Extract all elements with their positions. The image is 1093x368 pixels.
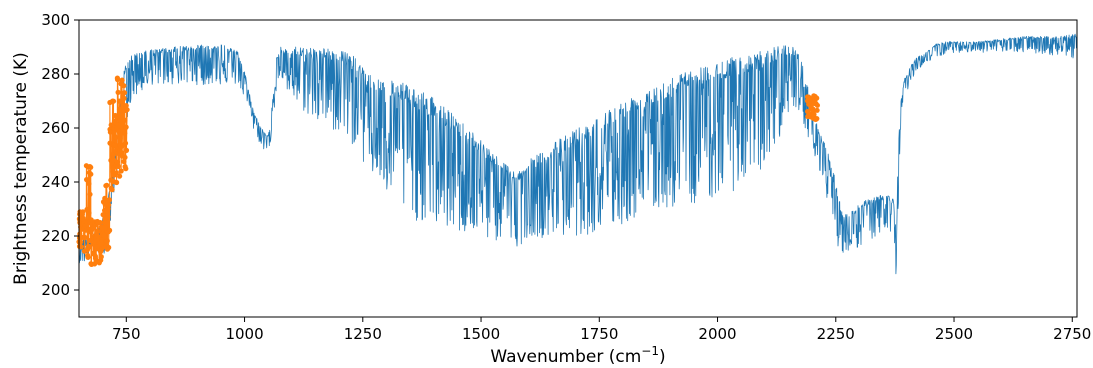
marker-point bbox=[114, 76, 121, 83]
marker-point bbox=[87, 237, 93, 244]
x-tick-label: 2750 bbox=[1053, 325, 1091, 343]
marker-point bbox=[121, 83, 127, 89]
marker-point bbox=[123, 124, 129, 130]
marker-point bbox=[121, 95, 127, 101]
marker-point bbox=[86, 181, 92, 187]
marker-point bbox=[106, 244, 112, 251]
marker-point bbox=[104, 238, 110, 244]
marker-point bbox=[121, 90, 128, 96]
x-tick-label: 1750 bbox=[580, 325, 618, 343]
marker-point bbox=[114, 159, 120, 165]
marker-point bbox=[116, 106, 123, 113]
marker-point bbox=[121, 158, 127, 165]
marker-point bbox=[117, 114, 123, 120]
marker-point bbox=[106, 197, 112, 203]
y-axis-label: Brightness temperature (K) bbox=[11, 52, 31, 285]
x-tick-label: 2000 bbox=[698, 325, 736, 343]
x-tick-label: 2500 bbox=[935, 325, 973, 343]
x-tick-label: 750 bbox=[112, 325, 141, 343]
marker-point bbox=[115, 128, 121, 134]
x-axis: 750 1000 1250 1500 1750 2000 2250 2500 2750 bbox=[112, 317, 1091, 343]
marker-point bbox=[88, 171, 94, 177]
marker-point bbox=[122, 154, 128, 160]
x-tick-label: 1250 bbox=[344, 325, 382, 343]
marker-point bbox=[114, 179, 120, 186]
marker-point bbox=[123, 166, 129, 172]
marker-point bbox=[85, 243, 92, 249]
marker-point bbox=[98, 254, 104, 260]
marker-point bbox=[102, 219, 108, 226]
marker-point bbox=[86, 210, 92, 216]
marker-point bbox=[82, 234, 88, 241]
marker-point bbox=[115, 89, 121, 95]
marker-point bbox=[117, 173, 123, 179]
marker-point bbox=[814, 116, 820, 122]
marker-point bbox=[124, 107, 130, 113]
marker-point bbox=[110, 157, 116, 163]
marker-point bbox=[117, 135, 123, 141]
marker-point bbox=[814, 107, 820, 113]
y-tick-label: 260 bbox=[41, 119, 70, 137]
plot-frame bbox=[78, 19, 1078, 318]
marker-series bbox=[76, 75, 821, 267]
x-tick-label: 1000 bbox=[225, 325, 263, 343]
marker-point bbox=[97, 220, 103, 226]
marker-point bbox=[814, 95, 820, 101]
x-tick-label: 2250 bbox=[817, 325, 855, 343]
marker-point bbox=[119, 77, 125, 83]
marker-point bbox=[107, 129, 113, 135]
x-tick-label: 1500 bbox=[462, 325, 500, 343]
marker-point bbox=[87, 191, 93, 197]
y-tick-label: 220 bbox=[41, 227, 70, 245]
x-axis-label: Wavenumber (cm−1) bbox=[490, 344, 665, 367]
marker-point bbox=[814, 102, 821, 108]
marker-point bbox=[80, 209, 86, 215]
marker-point bbox=[88, 164, 94, 170]
marker-point bbox=[102, 225, 108, 231]
marker-point bbox=[115, 163, 121, 169]
marker-point bbox=[118, 168, 124, 174]
spectrum-series bbox=[78, 33, 1078, 275]
marker-point bbox=[104, 182, 110, 188]
marker-point bbox=[109, 187, 115, 193]
marker-point bbox=[111, 118, 117, 124]
marker-point bbox=[84, 177, 90, 183]
marker-point bbox=[106, 202, 112, 208]
marker-point bbox=[85, 254, 91, 260]
y-tick-label: 280 bbox=[41, 65, 70, 83]
marker-point bbox=[122, 130, 128, 136]
y-tick-label: 200 bbox=[41, 281, 70, 299]
marker-point bbox=[122, 140, 129, 146]
spectrum-line bbox=[78, 33, 1078, 275]
y-axis: 200 220 240 260 280 300 bbox=[41, 11, 79, 299]
marker-point bbox=[78, 244, 84, 250]
y-tick-label: 240 bbox=[41, 173, 70, 191]
marker-point bbox=[113, 170, 119, 176]
marker-point bbox=[100, 212, 106, 218]
marker-point bbox=[105, 214, 111, 220]
marker-point bbox=[113, 134, 119, 140]
marker-point bbox=[110, 98, 117, 104]
marker-point bbox=[122, 117, 128, 123]
y-tick-label: 300 bbox=[41, 11, 70, 29]
marker-point bbox=[107, 227, 113, 233]
marker-point bbox=[123, 103, 129, 109]
marker-point bbox=[101, 232, 107, 238]
marker-point bbox=[123, 147, 130, 153]
